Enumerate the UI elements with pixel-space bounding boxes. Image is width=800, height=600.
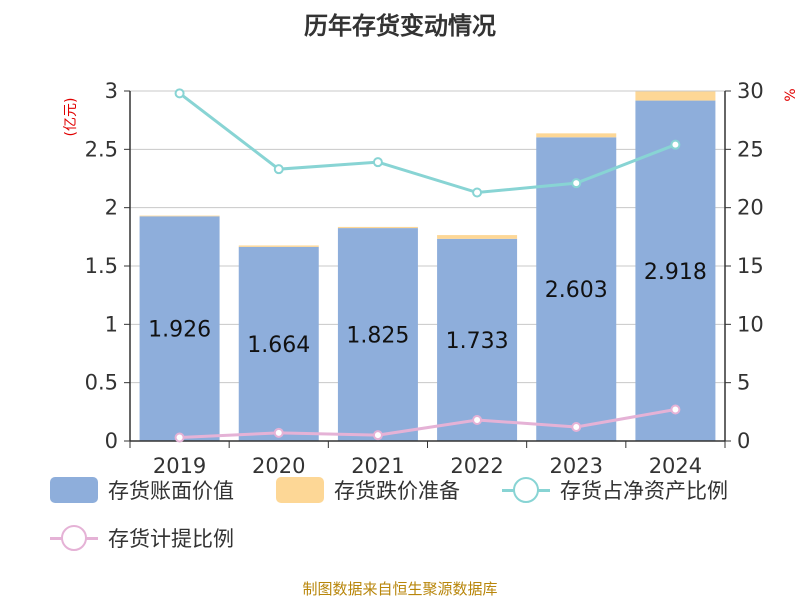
bar-provision	[139, 215, 220, 217]
left-axis-label: (亿元)	[63, 98, 79, 137]
legend-item-provision[interactable]: 存货跌价准备	[276, 475, 460, 505]
point-provision-ratio	[670, 404, 681, 415]
point-provision-ratio	[571, 422, 582, 432]
bar-data-label: 2.918	[644, 260, 707, 285]
legend-swatch-provision	[276, 477, 324, 503]
left-axis-tick-label: 3	[105, 79, 118, 103]
left-axis-tick-label: 0.5	[85, 371, 118, 395]
x-axis-tick-label: 2022	[450, 454, 503, 478]
legend-marker-provision-ratio	[50, 525, 98, 551]
legend-label-provision-ratio: 存货计提比例	[108, 527, 234, 551]
right-axis-label: %	[783, 88, 799, 101]
line-provision-ratio	[179, 408, 676, 439]
point-net-asset-ratio	[571, 178, 582, 189]
point-net-asset-ratio	[273, 164, 284, 175]
left-axis-tick-label: 2	[105, 196, 118, 220]
left-axis-tick-label: 0	[105, 429, 118, 453]
right-axis-tick-label: 25	[737, 137, 764, 161]
left-axis-tick-label: 1	[105, 312, 118, 336]
bar-data-label: 1.664	[247, 333, 310, 358]
source-note: 制图数据来自恒生聚源数据库	[302, 580, 498, 598]
bar-data-label: 1.733	[446, 329, 509, 354]
right-axis-tick-label: 10	[737, 312, 764, 336]
legend-item-book-value[interactable]: 存货账面价值	[50, 475, 234, 505]
line-net-asset-ratio	[178, 92, 676, 195]
bar-provision	[536, 133, 617, 138]
legend-item-net-asset-ratio[interactable]: 存货占净资产比例	[502, 475, 728, 505]
bar-book-value	[238, 246, 319, 441]
left-axis-tick-label: 1.5	[85, 254, 118, 278]
bar-data-label: 1.926	[148, 318, 211, 343]
bar-provision	[238, 245, 319, 247]
bar-book-value	[139, 216, 220, 441]
bar-book-value	[635, 100, 716, 442]
bar-provision	[635, 91, 716, 101]
point-provision-ratio	[174, 432, 185, 443]
legend-label-provision: 存货跌价准备	[334, 479, 460, 503]
bar-provision	[337, 226, 418, 229]
x-axis-tick-label: 2024	[649, 454, 702, 478]
right-axis-tick-label: 5	[737, 371, 750, 395]
right-axis-tick-label: 0	[737, 429, 750, 453]
chart-title: 历年存货变动情况	[304, 12, 496, 40]
x-axis-tick-label: 2021	[351, 454, 404, 478]
point-provision-ratio	[472, 415, 483, 425]
bar-data-label: 1.825	[346, 324, 409, 349]
bar-book-value	[437, 238, 518, 441]
legend-item-provision-ratio[interactable]: 存货计提比例	[50, 523, 234, 553]
x-axis-tick-label: 2020	[252, 454, 305, 478]
x-axis-tick-label: 2019	[153, 454, 206, 478]
point-net-asset-ratio	[670, 139, 681, 150]
right-axis-tick-label: 20	[737, 196, 764, 220]
point-provision-ratio	[372, 430, 383, 441]
legend-marker-net-asset-ratio	[502, 477, 550, 503]
legend-label-net-asset-ratio: 存货占净资产比例	[560, 479, 728, 503]
left-axis-tick-label: 2.5	[85, 137, 118, 161]
legend-label-book-value: 存货账面价值	[108, 479, 234, 503]
bar-data-label: 2.603	[545, 278, 608, 303]
legend-swatch-book-value	[50, 477, 98, 503]
point-net-asset-ratio	[472, 187, 483, 198]
point-net-asset-ratio	[174, 88, 185, 99]
right-axis-tick-label: 30	[737, 79, 764, 103]
point-net-asset-ratio	[372, 157, 383, 168]
bar-provision	[437, 235, 518, 239]
right-axis-tick-label: 15	[737, 254, 764, 278]
x-axis-tick-label: 2023	[550, 454, 603, 478]
point-provision-ratio	[273, 427, 284, 438]
bar-book-value	[337, 228, 418, 441]
